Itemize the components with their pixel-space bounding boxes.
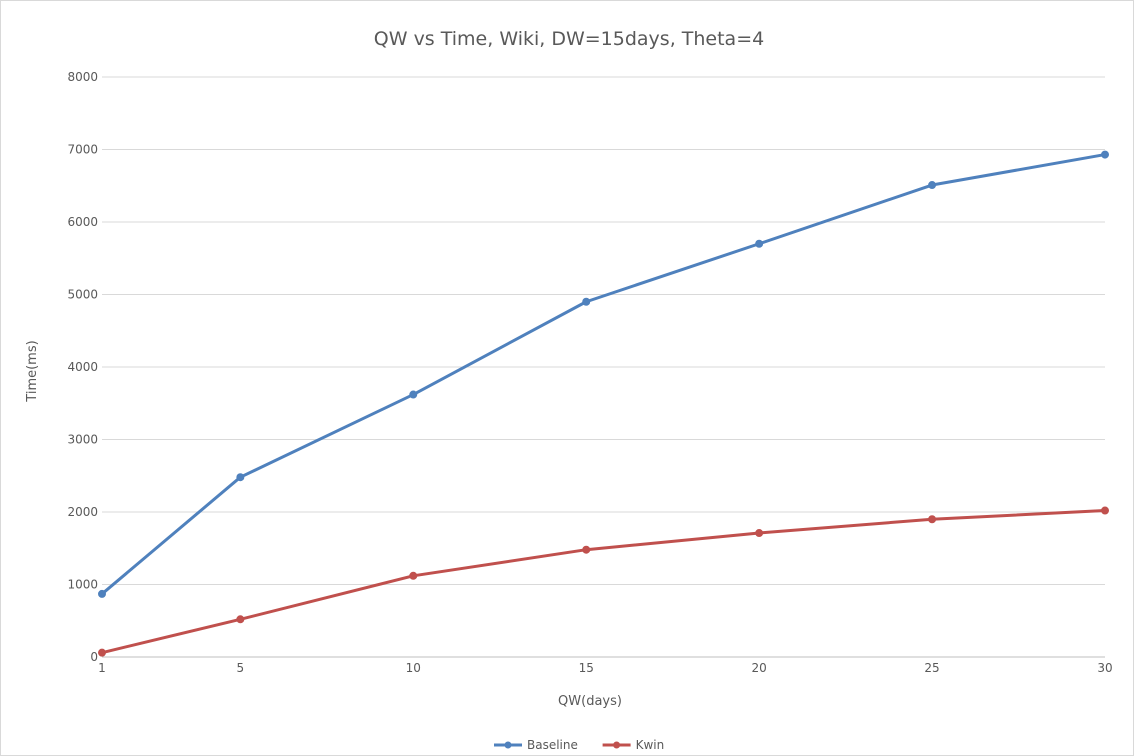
- series-kwin: [98, 506, 1109, 657]
- y-tick-label: 5000: [67, 288, 98, 302]
- y-tick-label: 0: [90, 650, 98, 664]
- x-tick-label: 30: [1097, 661, 1112, 675]
- y-tick-label: 6000: [67, 215, 98, 229]
- y-tick-label: 3000: [67, 433, 98, 447]
- data-point-kwin: [582, 545, 591, 554]
- data-point-kwin: [236, 615, 245, 624]
- data-point-baseline: [236, 473, 245, 482]
- data-point-baseline: [98, 589, 106, 598]
- x-axis-tick-labels: 1 5 10 15 20 25 30: [98, 661, 1112, 675]
- data-point-kwin: [928, 515, 937, 524]
- x-tick-label: 15: [579, 661, 594, 675]
- data-point-baseline: [1101, 150, 1109, 159]
- y-tick-label: 2000: [67, 505, 98, 519]
- data-point-baseline: [928, 181, 937, 190]
- x-axis-title: QW(days): [558, 694, 622, 709]
- legend-item-baseline: Baseline: [494, 738, 578, 752]
- x-tick-label: 5: [237, 661, 245, 675]
- y-axis-tick-labels: 0 1000 2000 3000 4000 5000 6000 7000 8000: [67, 70, 98, 664]
- series-baseline: [98, 150, 1109, 598]
- series-lines: [98, 150, 1109, 657]
- legend-swatch-marker: [613, 741, 621, 749]
- data-point-kwin: [1101, 506, 1109, 515]
- gridlines: [102, 76, 1105, 658]
- data-point-baseline: [755, 239, 764, 248]
- data-point-baseline: [409, 390, 418, 399]
- y-tick-label: 7000: [67, 143, 98, 157]
- x-tick-label: 10: [406, 661, 421, 675]
- series-line-baseline: [100, 153, 1107, 596]
- series-line-kwin: [100, 509, 1107, 655]
- legend-label: Kwin: [636, 738, 665, 752]
- x-tick-label: 25: [924, 661, 939, 675]
- data-point-kwin: [409, 571, 418, 580]
- y-axis-title: Time(ms): [25, 340, 40, 402]
- y-tick-label: 1000: [67, 578, 98, 592]
- data-point-kwin: [755, 529, 764, 538]
- legend-swatch-marker: [504, 741, 512, 749]
- data-point-baseline: [582, 297, 591, 306]
- y-tick-label: 8000: [67, 70, 98, 84]
- x-tick-label: 20: [751, 661, 766, 675]
- legend-item-kwin: Kwin: [602, 738, 665, 752]
- chart-title: QW vs Time, Wiki, DW=15days, Theta=4: [374, 28, 764, 50]
- legend-label: Baseline: [527, 738, 578, 752]
- data-point-kwin: [98, 648, 106, 657]
- legend: Baseline Kwin: [494, 738, 664, 752]
- x-tick-label: 1: [98, 661, 106, 675]
- y-tick-label: 4000: [67, 360, 98, 374]
